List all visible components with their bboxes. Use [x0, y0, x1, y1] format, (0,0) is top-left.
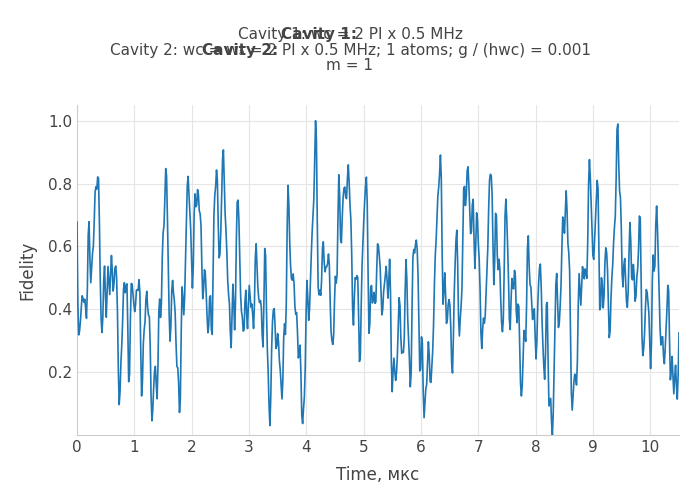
X-axis label: Time, мкс: Time, мкс: [337, 466, 419, 484]
Text: Cavity 2: wᴄ = wₐ = 2 PI x 0.5 MHz; 1 atoms; g / (hwᴄ) = 0.001: Cavity 2: wᴄ = wₐ = 2 PI x 0.5 MHz; 1 at…: [109, 42, 591, 58]
Text: m = 1: m = 1: [326, 58, 374, 74]
Text: Cavity 1:: Cavity 1:: [281, 28, 357, 42]
Text: Cavity 1: wᴄ = 2 PI x 0.5 MHz: Cavity 1: wᴄ = 2 PI x 0.5 MHz: [237, 28, 463, 42]
Y-axis label: Fidelity: Fidelity: [19, 240, 37, 300]
Text: Cavity 2:: Cavity 2:: [202, 42, 279, 58]
